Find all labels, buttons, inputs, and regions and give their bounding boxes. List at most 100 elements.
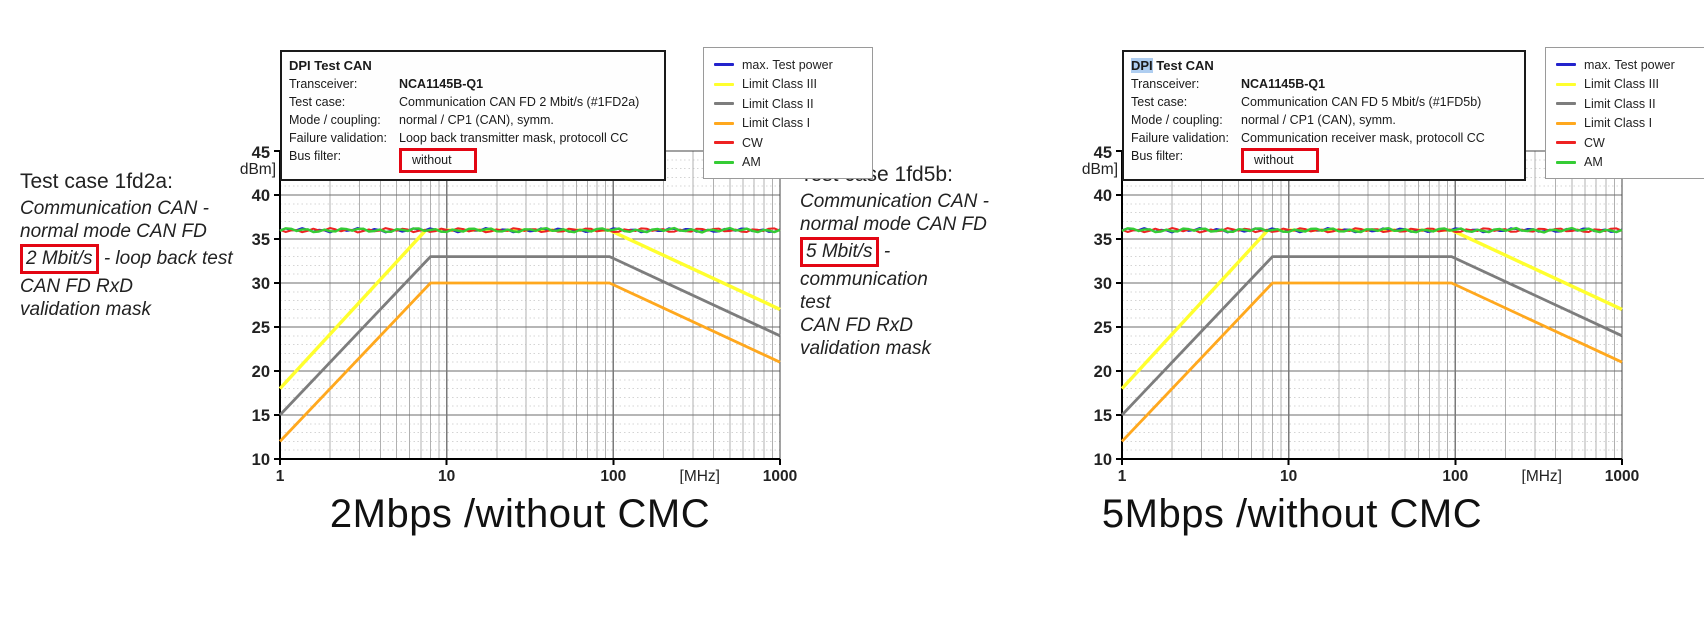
legend-swatch-cw [1556, 141, 1576, 145]
info-box-title: DPI Test CAN [289, 57, 657, 75]
info-row: Transceiver: NCA1145B-Q1 [1131, 77, 1326, 91]
test-case-title: Test case 1fd2a: [20, 170, 173, 193]
legend-item: max. Test power [714, 55, 866, 75]
legend-swatch-limit-class-iii [1556, 82, 1576, 86]
description-line: validation mask [20, 298, 151, 320]
info-title-rest: Test CAN [1152, 58, 1214, 73]
description-line: Communication CAN - [800, 191, 989, 212]
red-highlight-box: 2 Mbit/s [20, 244, 99, 274]
description-line: normal mode CAN FD [20, 221, 207, 243]
info-row: Transceiver: NCA1145B-Q1 [289, 77, 484, 91]
description-line: validation mask [800, 338, 931, 360]
description-line: normal mode CAN FD [800, 214, 987, 236]
description-line: 5 Mbit/s - communication [800, 236, 1020, 290]
test-case-description-5mbps: Test case 1fd5b: Communication CAN - nor… [800, 163, 1020, 360]
description-line-rest: - communication [800, 241, 928, 290]
svg-text:[dBm]: [dBm] [1082, 161, 1118, 178]
chart-legend: max. Test power Limit Class III Limit Cl… [1545, 47, 1704, 179]
svg-text:10: 10 [438, 468, 455, 484]
svg-text:1000: 1000 [763, 468, 797, 484]
info-row: Bus filter: without [289, 147, 657, 173]
svg-text:35: 35 [252, 231, 270, 249]
description-line: Communication CAN - [20, 198, 209, 219]
legend-item: CW [714, 133, 866, 153]
test-case-description-2mbps: Test case 1fd2a: Communication CAN - nor… [20, 170, 255, 321]
svg-text:45: 45 [1094, 144, 1112, 162]
svg-text:35: 35 [1094, 231, 1112, 249]
info-box-title: DPI Test CAN [1131, 57, 1517, 75]
svg-text:20: 20 [252, 363, 270, 381]
dpi-chart-2mbps: 10 15 20 25 30 35 40 45[dBm] 1 10 100 1000 [MHz] [240, 144, 797, 484]
legend-swatch-limit-class-iii [714, 82, 734, 86]
svg-text:[MHz]: [MHz] [1522, 468, 1562, 484]
legend-swatch-cw [714, 141, 734, 145]
svg-text:15: 15 [1094, 407, 1112, 425]
info-row: Test case: Communication CAN FD 2 Mbit/s … [289, 95, 640, 109]
red-highlight-box: 5 Mbit/s [800, 237, 879, 267]
legend-item: Limit Class II [714, 94, 866, 114]
info-title-dpi-highlighted: DPI [1131, 58, 1153, 73]
legend-swatch-limit-class-ii [714, 102, 734, 106]
svg-text:30: 30 [1094, 275, 1112, 293]
legend-item: Limit Class III [714, 75, 866, 95]
chart-area-2mbps: 10 15 20 25 30 35 40 45[dBm] 1 10 100 1000 [MHz] DPI… [240, 42, 900, 552]
legend-item: CW [1556, 133, 1704, 153]
svg-text:45: 45 [252, 144, 270, 162]
svg-text:[MHz]: [MHz] [680, 468, 720, 484]
chart-legend: max. Test power Limit Class III Limit Cl… [703, 47, 873, 179]
chart-caption-5mbps: 5Mbps /without CMC [1101, 492, 1483, 536]
dpi-test-info-box: DPI Test CAN Transceiver: NCA1145B-Q1 Tes… [1122, 50, 1526, 181]
legend-swatch-max-test-power [1556, 63, 1576, 67]
svg-text:15: 15 [252, 407, 270, 425]
svg-text:[dBm]: [dBm] [240, 161, 276, 178]
svg-text:10: 10 [252, 451, 270, 469]
legend-item: Limit Class III [1556, 75, 1704, 95]
description-line: CAN FD RxD [800, 314, 913, 336]
svg-text:1000: 1000 [1605, 468, 1639, 484]
svg-text:1: 1 [276, 468, 285, 484]
red-highlight-box: without [1241, 148, 1319, 173]
info-title-dpi: DPI [289, 58, 311, 73]
legend-swatch-limit-class-ii [1556, 102, 1576, 106]
boxed-bitrate: 2 Mbit/s [26, 248, 93, 270]
chart-area-5mbps: 10 15 20 25 30 35 40 45[dBm] 1 10 100 1000 [MHz] DPI… [1082, 42, 1704, 552]
info-row: Failure validation: Loop back transmitter… [289, 131, 629, 145]
svg-text:100: 100 [1442, 468, 1468, 484]
dpi-test-info-box: DPI Test CAN Transceiver: NCA1145B-Q1 Tes… [280, 50, 666, 181]
svg-text:40: 40 [252, 187, 270, 205]
legend-item: AM [1556, 153, 1704, 173]
svg-text:100: 100 [600, 468, 626, 484]
svg-text:10: 10 [1280, 468, 1297, 484]
legend-item: max. Test power [1556, 55, 1704, 75]
legend-item: Limit Class II [1556, 94, 1704, 114]
legend-swatch-limit-class-i [714, 121, 734, 125]
info-row: Mode / coupling: normal / CP1 (CAN), symm… [1131, 113, 1396, 127]
svg-text:10: 10 [1094, 451, 1112, 469]
description-line-rest: - loop back test [103, 248, 233, 270]
info-row: Bus filter: without [1131, 147, 1517, 173]
chart-caption-2mbps: 2Mbps /without CMC [329, 492, 711, 536]
description-line: CAN FD RxD [20, 275, 133, 297]
svg-text:1: 1 [1118, 468, 1127, 484]
info-row: Failure validation: Communication receive… [1131, 131, 1485, 145]
dpi-chart-5mbps: 10 15 20 25 30 35 40 45[dBm] 1 10 100 1000 [MHz] [1082, 144, 1639, 484]
svg-text:25: 25 [252, 319, 270, 337]
info-row: Mode / coupling: normal / CP1 (CAN), symm… [289, 113, 554, 127]
legend-item: AM [714, 153, 866, 173]
legend-item: Limit Class I [714, 114, 866, 134]
svg-text:40: 40 [1094, 187, 1112, 205]
legend-swatch-max-test-power [714, 63, 734, 67]
description-line: test [800, 291, 831, 313]
info-title-rest: Test CAN [310, 58, 372, 73]
red-highlight-box: without [399, 148, 477, 173]
legend-swatch-am [714, 160, 734, 164]
boxed-bitrate: 5 Mbit/s [806, 241, 873, 263]
legend-swatch-limit-class-i [1556, 121, 1576, 125]
svg-text:20: 20 [1094, 363, 1112, 381]
legend-swatch-am [1556, 160, 1576, 164]
svg-text:30: 30 [252, 275, 270, 293]
svg-text:25: 25 [1094, 319, 1112, 337]
description-line: 2 Mbit/s - loop back test [20, 243, 255, 274]
legend-item: Limit Class I [1556, 114, 1704, 134]
